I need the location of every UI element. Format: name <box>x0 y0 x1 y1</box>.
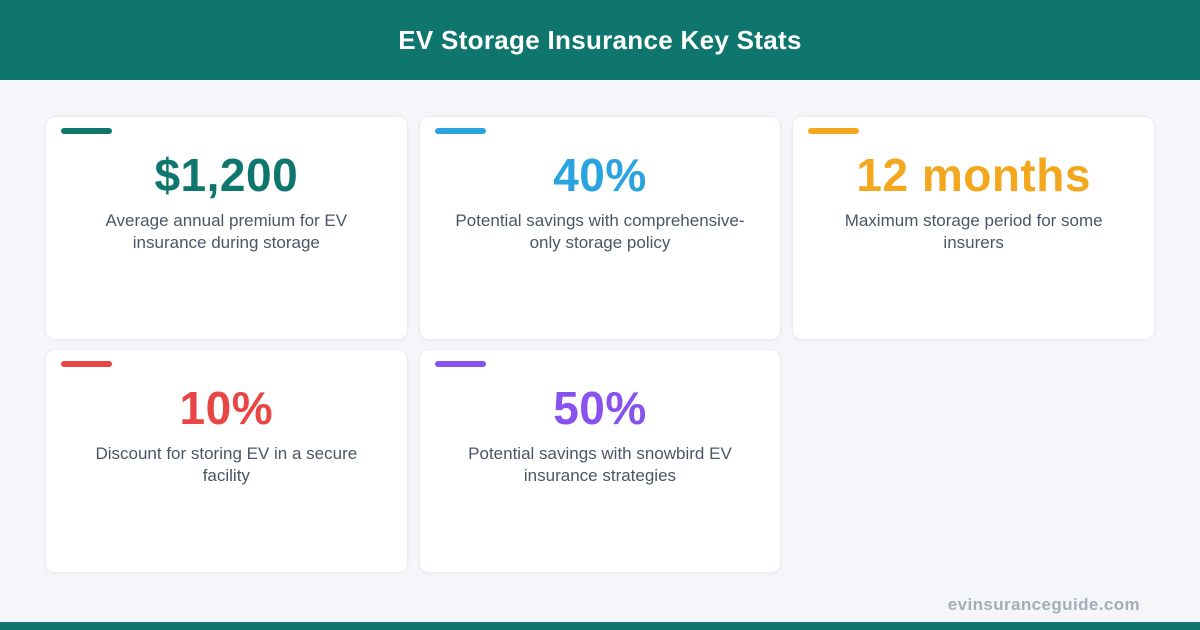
stat-description: Discount for storing EV in a secure faci… <box>95 444 358 486</box>
stat-value: 12 months <box>856 149 1091 201</box>
stat-card-storage-period: 12 months Maximum storage period for som… <box>792 116 1155 340</box>
website-credit: evinsuranceguide.com <box>947 595 1140 614</box>
stat-card-snowbird-savings: 50% Potential savings with snowbird EV i… <box>418 349 782 573</box>
stats-grid: $1,200 Average annual premium for EV ins… <box>0 80 1200 573</box>
stat-description: Maximum storage period for some insurers <box>844 211 1103 253</box>
bottom-accent-bar <box>0 622 1200 630</box>
header-banner: EV Storage Insurance Key Stats <box>0 0 1200 80</box>
card-accent-bar <box>61 128 112 134</box>
card-accent-bar <box>61 361 112 367</box>
card-accent-bar <box>434 128 486 134</box>
stat-value: 40% <box>553 149 647 201</box>
stat-value: $1,200 <box>154 149 299 201</box>
stat-description: Potential savings with comprehensive-onl… <box>455 211 745 253</box>
stat-card-annual-premium: $1,200 Average annual premium for EV ins… <box>45 116 408 340</box>
page-title: EV Storage Insurance Key Stats <box>398 24 802 55</box>
stat-card-secure-facility-discount: 10% Discount for storing EV in a secure … <box>45 349 408 573</box>
card-accent-bar <box>808 128 860 134</box>
stat-value: 50% <box>553 382 647 434</box>
card-accent-bar <box>434 361 486 367</box>
stat-value: 10% <box>179 382 274 434</box>
stat-card-comprehensive-savings: 40% Potential savings with comprehensive… <box>418 116 782 340</box>
stat-description: Average annual premium for EV insurance … <box>105 211 348 253</box>
stat-description: Potential savings with snowbird EV insur… <box>468 444 732 486</box>
